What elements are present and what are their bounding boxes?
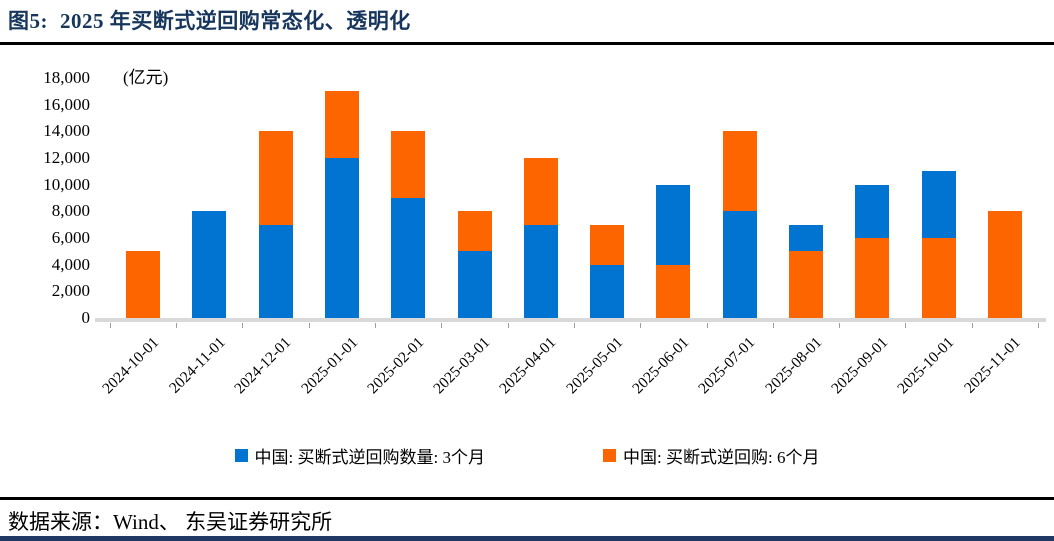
- figure-title: 图5: 2025 年买断式逆回购常态化、透明化: [8, 5, 411, 35]
- bar-segment-6m: [656, 264, 691, 318]
- y-tick-label: 4,000: [51, 254, 90, 274]
- y-tick-label: 0: [81, 308, 91, 327]
- bar-segment-3m: [590, 264, 625, 318]
- x-tick-label: 2025-07-01: [695, 334, 759, 398]
- bar-2025-05-01: [590, 224, 625, 318]
- bar-segment-3m: [722, 211, 757, 318]
- x-axis-tick: [441, 323, 443, 328]
- y-tick-label: 16,000: [43, 94, 90, 114]
- bar-2025-06-01: [656, 184, 691, 318]
- x-tick-label: 2024-10-01: [98, 334, 163, 398]
- x-axis-tick: [839, 323, 841, 328]
- y-tick-label: 18,000: [43, 68, 90, 87]
- y-axis-unit-label: (亿元): [123, 68, 169, 87]
- y-tick-label: 6,000: [51, 228, 90, 247]
- x-axis-line: [95, 318, 1046, 322]
- x-tick-label: 2024-11-01: [165, 334, 229, 397]
- chart-legend: 中国: 买断式逆回购数量: 3个月 中国: 买断式逆回购: 6个月: [0, 443, 1054, 468]
- bar-segment-6m: [590, 224, 625, 265]
- x-tick-label: 2025-01-01: [297, 334, 361, 398]
- bar-2025-03-01: [457, 211, 492, 318]
- legend-label: 中国: 买断式逆回购数量: 3个月: [254, 448, 485, 467]
- bar-segment-3m: [789, 224, 823, 252]
- bar-segment-3m: [523, 224, 558, 318]
- title-divider-rule: [0, 42, 1054, 45]
- source-label: 数据来源：: [8, 510, 113, 534]
- bar-segment-6m: [789, 251, 823, 318]
- bar-2025-08-01: [789, 224, 823, 318]
- x-axis-tick: [308, 323, 310, 328]
- x-tick-label: 2025-08-01: [761, 334, 826, 398]
- x-axis-tick: [242, 323, 244, 328]
- bar-2025-01-01: [324, 91, 359, 318]
- bar-2025-10-01: [921, 171, 956, 318]
- x-tick-label: 2025-02-01: [364, 334, 428, 398]
- x-axis-tick: [109, 323, 111, 328]
- bar-segment-6m: [855, 237, 890, 318]
- x-tick-label: 2025-10-01: [894, 334, 958, 398]
- x-axis-tick: [905, 323, 907, 328]
- bar-2024-12-01: [258, 131, 293, 318]
- bar-segment-3m: [258, 224, 293, 318]
- source-text: Wind、 东吴证券研究所: [113, 510, 333, 534]
- x-tick-label: 2025-09-01: [828, 334, 892, 398]
- bar-segment-6m: [324, 91, 359, 158]
- bar-segment-6m: [523, 158, 558, 225]
- source-note: 数据来源：Wind、 东吴证券研究所: [8, 506, 332, 536]
- bar-segment-6m: [921, 237, 956, 318]
- bar-segment-6m: [126, 251, 160, 318]
- x-axis-tick: [375, 323, 377, 328]
- source-divider-rule: [0, 497, 1054, 500]
- x-axis-tick: [772, 323, 774, 328]
- x-tick-label: 2025-05-01: [562, 334, 627, 398]
- x-axis-tick: [640, 323, 642, 328]
- x-axis-tick: [971, 323, 973, 328]
- bar-segment-3m: [391, 197, 426, 318]
- bar-segment-6m: [457, 211, 492, 252]
- bar-segment-3m: [192, 211, 227, 318]
- bar-segment-6m: [987, 211, 1022, 318]
- bar-segment-3m: [324, 157, 359, 318]
- bar-segment-3m: [656, 184, 691, 265]
- x-axis-tick: [507, 323, 509, 328]
- bar-segment-6m: [391, 131, 426, 198]
- legend-item-3m: 中国: 买断式逆回购数量: 3个月: [234, 443, 485, 468]
- x-axis-tick: [573, 323, 575, 328]
- bar-2025-02-01: [391, 131, 426, 318]
- bar-segment-3m: [855, 184, 890, 238]
- page-bottom-rule: [0, 536, 1054, 541]
- x-tick-label: 2024-12-01: [231, 334, 295, 398]
- x-axis-tick: [706, 323, 708, 328]
- y-tick-label: 10,000: [43, 174, 90, 194]
- bar-segment-3m: [921, 171, 956, 238]
- bar-2025-04-01: [523, 158, 558, 318]
- legend-swatch-3m: [234, 449, 248, 462]
- figure-title-text: 2025 年买断式逆回购常态化、透明化: [60, 9, 411, 33]
- x-tick-label: 2025-03-01: [430, 334, 494, 398]
- y-tick-label: 8,000: [51, 201, 90, 221]
- bar-segment-6m: [722, 131, 757, 212]
- bar-2024-10-01: [126, 251, 160, 318]
- legend-label: 中国: 买断式逆回购: 6个月: [623, 448, 820, 467]
- bar-segment-6m: [258, 131, 293, 225]
- bar-2025-07-01: [722, 131, 757, 318]
- y-tick-label: 14,000: [43, 121, 90, 141]
- x-tick-label: 2025-06-01: [629, 334, 693, 398]
- legend-swatch-6m: [603, 449, 616, 462]
- x-axis-tick: [176, 323, 178, 328]
- legend-item-6m: 中国: 买断式逆回购: 6个月: [603, 443, 819, 468]
- x-tick-label: 2025-04-01: [496, 334, 560, 398]
- x-tick-label: 2025-11-01: [961, 334, 1024, 397]
- stacked-bar-chart: (亿元) 0 2,000 4,000 6,000 8,000 10,000 12,000 14…: [0, 48, 1054, 438]
- x-axis-tick: [1038, 323, 1040, 328]
- bar-2025-11-01: [987, 211, 1022, 318]
- y-tick-label: 12,000: [43, 148, 90, 167]
- y-tick-label: 2,000: [51, 281, 90, 301]
- bar-segment-3m: [457, 251, 492, 318]
- bar-2025-09-01: [855, 184, 890, 318]
- bar-2024-11-01: [192, 211, 227, 318]
- figure-label: 图5:: [8, 9, 48, 33]
